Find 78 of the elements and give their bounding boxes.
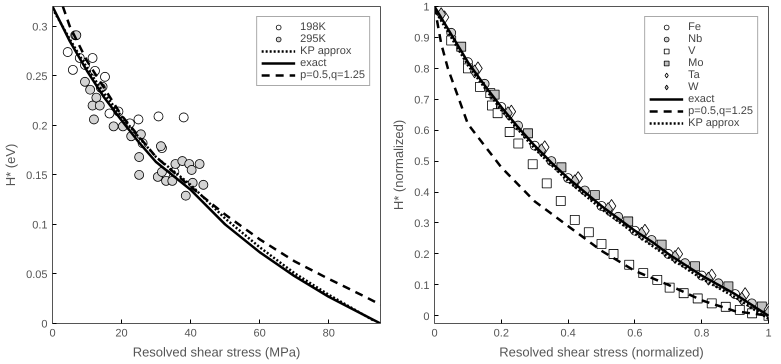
x-tick-label: 40 (184, 328, 197, 340)
y-tick-label: 0.7 (414, 94, 430, 106)
legend-label: V (688, 45, 696, 57)
point (80, 76, 90, 87)
point (154, 112, 164, 122)
point (513, 138, 524, 148)
x-tick-label: 20 (115, 328, 128, 340)
x-tick-label: 1 (765, 328, 772, 340)
x-tick-label: 0.2 (494, 328, 509, 340)
legend-label: 198K (300, 21, 326, 33)
point (570, 214, 580, 225)
legend-label: exact (688, 93, 714, 105)
legend-label: p=0.5,q=1.25 (688, 105, 753, 117)
legend-label: Mo (688, 57, 704, 69)
x-axis-title: Resolved shear stress (normalized) (499, 344, 704, 360)
y-tick-label: 0.1 (414, 280, 430, 292)
y-axis-title: H* (eV) (3, 144, 18, 186)
y-tick-label: 0.6 (414, 125, 430, 138)
point (528, 159, 538, 170)
legend-label: exact (300, 57, 326, 69)
point (85, 84, 96, 95)
y-tick-label: 0.25 (26, 70, 48, 83)
point (504, 127, 515, 137)
point (198, 180, 208, 190)
point (134, 114, 144, 124)
legend-label: p=0.5,q=1.25 (300, 69, 365, 81)
point (542, 178, 552, 188)
y-tick-label: 0 (41, 318, 48, 330)
y-tick-label: 0.15 (26, 170, 48, 182)
x-axis-title: Resolved shear stress (MPa) (132, 344, 300, 360)
y-tick-label: 0.8 (414, 63, 430, 76)
x-tick-label: 0.4 (560, 328, 576, 340)
point (100, 72, 110, 82)
point (734, 304, 745, 315)
y-tick-label: 0.1 (32, 219, 48, 232)
y-tick-label: 0.3 (32, 21, 48, 34)
y-tick-label: 0.05 (26, 268, 48, 281)
y-tick-label: 0.4 (414, 187, 430, 200)
y-tick-label: 0.9 (414, 32, 430, 44)
y-tick-label: 0 (423, 310, 430, 323)
point (584, 227, 594, 238)
x-tick-label: 0 (431, 328, 438, 340)
legend-label: KP approx (300, 45, 352, 57)
point (104, 108, 114, 118)
point (186, 165, 197, 175)
y-axis-title: H* (normalized) (391, 120, 406, 210)
point (556, 196, 566, 206)
y-tick-label: 0.5 (414, 156, 430, 168)
point (134, 152, 144, 162)
legend-label: W (688, 81, 700, 93)
point (94, 100, 105, 110)
legend-label: 295K (300, 33, 326, 45)
point (62, 47, 73, 57)
x-tick-label: 60 (254, 328, 266, 340)
point (89, 114, 99, 124)
legend-label: Fe (688, 21, 702, 33)
x-tick-label: 0 (49, 328, 56, 340)
x-tick-label: 0.8 (694, 328, 710, 340)
point (134, 170, 144, 180)
y-tick-label: 0.2 (32, 120, 48, 132)
point (91, 92, 102, 103)
point (88, 53, 98, 63)
legend-label: KP approx (688, 117, 740, 129)
point (180, 190, 191, 201)
x-tick-label: 0.6 (627, 328, 643, 340)
y-tick-label: 0.2 (414, 248, 430, 261)
point (492, 108, 503, 118)
point (596, 239, 606, 249)
y-tick-label: 1 (423, 2, 430, 14)
point (108, 121, 119, 132)
point (68, 65, 78, 75)
legend-label: Nb (688, 33, 704, 45)
point (194, 159, 204, 169)
point (178, 112, 189, 122)
point (608, 249, 618, 259)
y-tick-label: 0.3 (414, 218, 430, 230)
legend-label: Ta (688, 69, 701, 81)
x-tick-label: 80 (322, 328, 335, 340)
